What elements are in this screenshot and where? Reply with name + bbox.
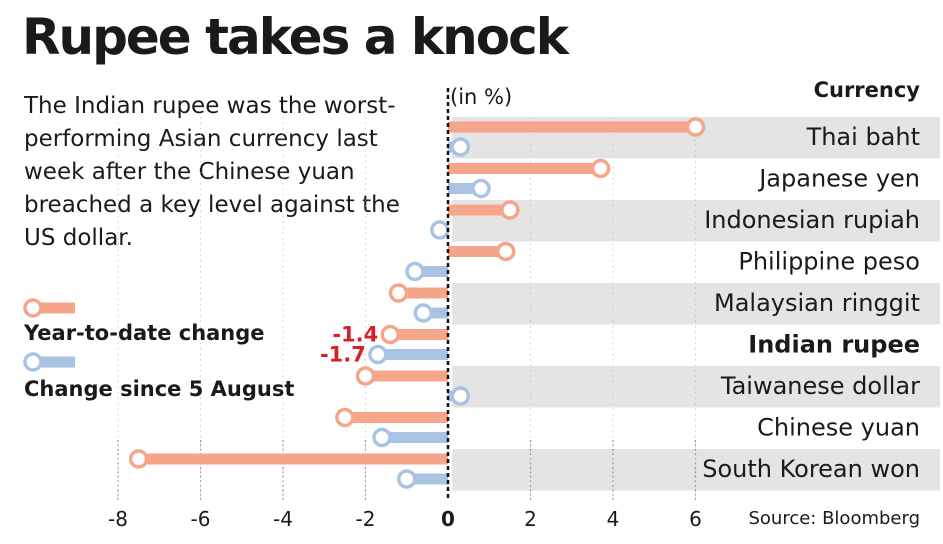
currency-header: Currency (814, 78, 921, 102)
callouts: -1.4-1.7 (320, 323, 378, 367)
row-band (452, 283, 940, 325)
currency-label: Thai baht (806, 123, 920, 151)
value-callout: -1.4 (332, 323, 378, 347)
x-tick-label: -2 (356, 507, 376, 531)
currency-label: Indian rupee (748, 331, 920, 359)
legend-ytd: Year-to-date change (23, 298, 265, 345)
ytd-bar-marker (128, 449, 149, 469)
currency-label: Malaysian ringgit (714, 289, 920, 317)
legend-ytd-marker (23, 298, 43, 318)
currency-label: Indonesian rupiah (704, 206, 920, 234)
since-bar-marker (450, 137, 471, 157)
legend-since-label: Change since 5 August (24, 377, 294, 401)
ytd-bar-marker (335, 407, 355, 428)
ytd-bar-marker (388, 283, 409, 303)
row-band (452, 200, 940, 242)
x-tick-label: 6 (689, 507, 702, 531)
x-tick-label: -8 (108, 507, 128, 531)
ytd-bar-marker (500, 200, 520, 220)
x-tick-label: -6 (191, 507, 211, 531)
ytd-bar-marker (590, 158, 611, 179)
currency-label: Chinese yuan (757, 414, 920, 442)
since-bar-marker (413, 303, 433, 323)
since-bar-marker (368, 344, 388, 365)
series-since-5-august (368, 137, 491, 489)
x-axis-ticks: -8 -6 -4 -2 0 2 4 6 (108, 507, 702, 531)
ytd-bar-marker (355, 366, 376, 386)
since-bar-marker (397, 469, 417, 489)
currency-label: Taiwanese dollar (720, 372, 920, 400)
chart-title: Rupee takes a knock (22, 8, 569, 66)
row-labels: Thai baht Japanese yen Indonesian rupiah Ph… (702, 123, 920, 483)
legend: Year-to-date change Change since 5 Augus… (23, 298, 294, 401)
currency-label: Japanese yen (757, 165, 920, 193)
since-bar-marker (405, 261, 425, 282)
currency-label: South Korean won (702, 455, 920, 483)
x-tick-label: 4 (607, 507, 620, 531)
grid-lines (117, 117, 697, 500)
chart-subtitle: The Indian rupee was the worst-performin… (24, 93, 400, 251)
since-bar-marker (450, 386, 471, 406)
legend-ytd-label: Year-to-date change (23, 321, 265, 345)
ytd-bar-marker (380, 324, 400, 345)
since-bar-marker (372, 427, 392, 448)
unit-label: (in %) (450, 85, 512, 109)
ytd-bar-marker (496, 241, 516, 262)
x-tick-label: 0 (441, 507, 455, 531)
since-bar-marker (471, 178, 491, 199)
x-tick-label: -4 (273, 507, 293, 531)
since-bar-marker (430, 220, 450, 240)
legend-since: Change since 5 August (23, 352, 294, 401)
series-year-to-date (128, 117, 706, 469)
value-callout: -1.7 (320, 343, 366, 367)
currency-label: Philippine peso (738, 248, 920, 276)
legend-since-marker (23, 352, 43, 372)
x-tick-label: 2 (524, 507, 537, 531)
source-label: Source: Bloomberg (748, 508, 920, 529)
ytd-bar-marker (685, 117, 706, 137)
